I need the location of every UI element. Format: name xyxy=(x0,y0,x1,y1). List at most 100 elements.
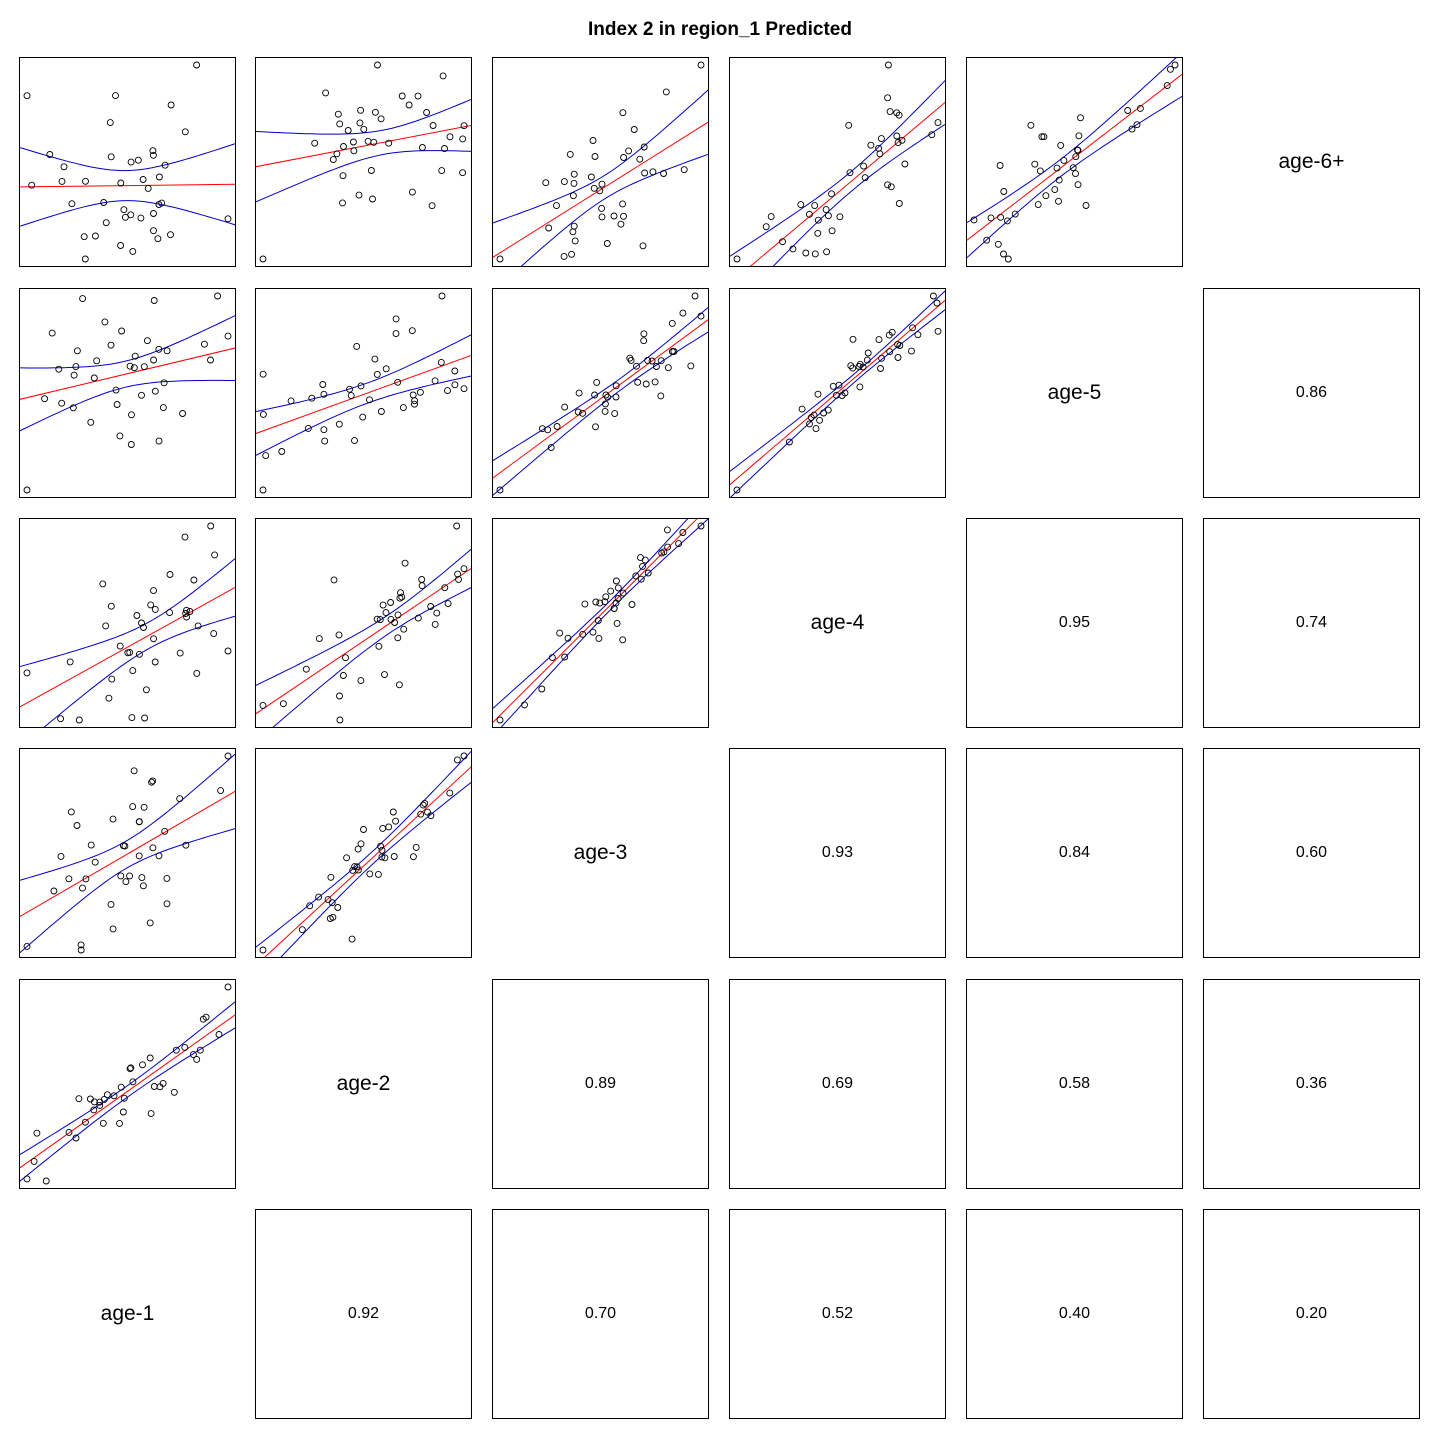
data-point xyxy=(166,571,174,578)
scatter-panel-age-4-age-6+ xyxy=(729,57,946,267)
correlation-panel-age-3-age-4: 0.93 xyxy=(729,748,946,958)
data-point xyxy=(419,801,427,809)
data-point xyxy=(860,162,868,170)
data-point xyxy=(193,1055,201,1063)
data-point xyxy=(602,593,610,601)
scatter-panel-age-3-age-6+ xyxy=(492,57,709,267)
data-point xyxy=(375,642,383,650)
data-point xyxy=(60,163,68,171)
data-point xyxy=(658,549,666,557)
data-point xyxy=(100,1095,108,1103)
data-point xyxy=(1075,132,1083,140)
data-point xyxy=(127,158,135,166)
data-point xyxy=(120,1094,128,1102)
data-point xyxy=(875,336,883,344)
data-point xyxy=(335,631,343,639)
confidence-band-lower xyxy=(20,1027,235,1182)
scatter-plot-age-1-age-2 xyxy=(20,983,235,1185)
data-point xyxy=(612,382,620,390)
data-point xyxy=(343,854,351,862)
data-point xyxy=(620,212,627,220)
scatter-panel-age-5-age-6+ xyxy=(966,57,1183,267)
data-point xyxy=(560,178,568,186)
correlation-panel-age-1-age-3: 0.70 xyxy=(492,1209,709,1419)
data-point xyxy=(398,92,406,100)
data-point xyxy=(117,179,125,187)
regression-line xyxy=(256,567,471,715)
data-point xyxy=(336,120,344,128)
data-point xyxy=(824,212,832,220)
data-point xyxy=(79,295,87,303)
data-point xyxy=(335,420,343,428)
data-point xyxy=(170,1088,178,1096)
data-point xyxy=(72,363,80,371)
data-point xyxy=(150,635,158,643)
data-point xyxy=(556,629,564,637)
data-point xyxy=(382,365,390,373)
data-point xyxy=(167,231,174,239)
data-point xyxy=(75,1095,83,1103)
data-point xyxy=(143,337,151,345)
variable-label: age-1 xyxy=(100,1302,155,1325)
data-point xyxy=(496,255,504,263)
confidence-band-lower xyxy=(967,95,1182,259)
data-point xyxy=(408,188,416,196)
data-point xyxy=(120,206,128,214)
data-point xyxy=(135,818,143,826)
data-point xyxy=(1004,255,1012,263)
variable-label: age-5 xyxy=(1047,381,1102,404)
data-point xyxy=(339,172,347,180)
data-point xyxy=(594,617,602,624)
data-point xyxy=(23,942,31,950)
data-point xyxy=(379,824,387,832)
data-point xyxy=(810,411,818,419)
data-point xyxy=(598,204,606,212)
data-point xyxy=(675,540,683,548)
data-point xyxy=(259,486,267,494)
data-point xyxy=(311,139,319,147)
data-point xyxy=(109,815,117,823)
data-point xyxy=(135,852,143,860)
data-point xyxy=(1077,114,1084,122)
data-point xyxy=(77,941,85,949)
data-point xyxy=(460,565,468,573)
data-point xyxy=(336,692,343,700)
data-point xyxy=(571,237,579,245)
data-point xyxy=(1171,61,1179,69)
data-point xyxy=(767,213,775,221)
data-point xyxy=(108,675,116,683)
data-point xyxy=(93,357,101,365)
data-point xyxy=(607,587,615,595)
data-point xyxy=(789,245,797,253)
data-point xyxy=(887,183,895,191)
correlation-value: 0.74 xyxy=(1295,614,1328,631)
data-point xyxy=(66,658,74,666)
data-point xyxy=(392,315,400,323)
scatter-plot-age-4-age-5 xyxy=(730,290,945,497)
data-point xyxy=(1166,65,1174,73)
data-point xyxy=(660,170,668,177)
data-point xyxy=(453,522,461,530)
data-point xyxy=(128,714,136,722)
data-point xyxy=(150,356,158,364)
data-point xyxy=(547,444,555,452)
data-point xyxy=(544,426,552,434)
scatter-panel-age-2-age-5 xyxy=(255,288,472,498)
data-point xyxy=(371,108,379,116)
data-point xyxy=(644,356,652,364)
data-point xyxy=(538,685,546,693)
data-point xyxy=(200,340,208,348)
data-point xyxy=(428,202,436,210)
data-point xyxy=(561,403,569,411)
data-point xyxy=(199,1015,207,1023)
data-point xyxy=(424,808,431,816)
confidence-band-lower xyxy=(520,153,708,266)
data-point xyxy=(124,649,132,657)
data-point xyxy=(895,111,903,119)
data-point xyxy=(886,348,894,356)
data-point xyxy=(355,191,363,199)
data-point xyxy=(908,347,915,355)
data-point xyxy=(697,312,705,320)
correlation-panel-age-1-age-5: 0.40 xyxy=(966,1209,1183,1419)
data-point xyxy=(112,386,120,394)
